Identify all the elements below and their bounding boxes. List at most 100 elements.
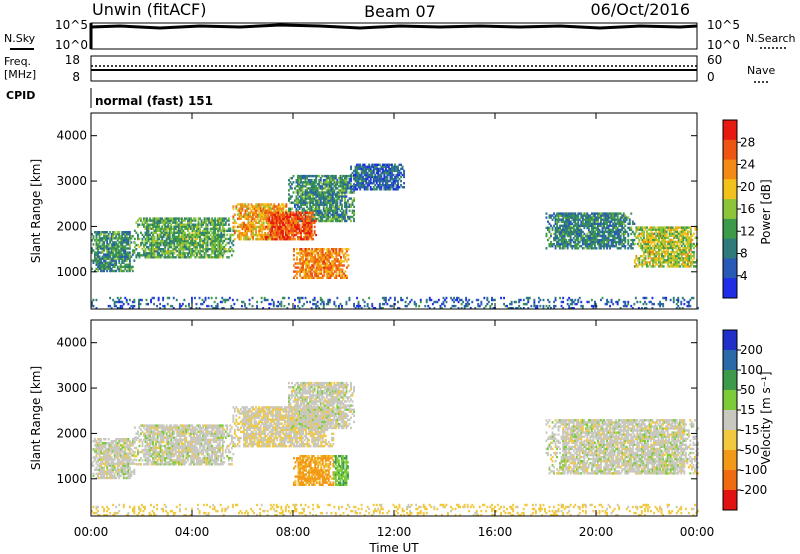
echo-cell <box>162 248 165 251</box>
echo-cell <box>262 219 265 222</box>
echo-cell <box>197 243 200 247</box>
echo-cell <box>577 212 580 215</box>
echo-cell <box>612 218 615 221</box>
echo-cell <box>296 248 298 251</box>
echo-cell <box>300 193 302 196</box>
echo-cell <box>208 235 211 239</box>
echo-cell <box>673 255 676 258</box>
echo-cell <box>658 232 660 235</box>
echo-cell <box>377 184 380 187</box>
echo-cell <box>318 179 321 182</box>
echo-cell <box>343 276 345 279</box>
echo-cell <box>313 225 316 229</box>
echo-cell <box>341 248 344 251</box>
echo-cell <box>374 167 377 171</box>
echo-cell <box>662 236 665 239</box>
echo-cell <box>377 175 380 179</box>
echo-cell <box>153 241 156 245</box>
echo-cell <box>616 240 619 244</box>
echo-cell <box>325 217 328 221</box>
echo-cell <box>316 195 319 198</box>
echo-cell <box>652 261 654 264</box>
echo-cell <box>366 177 369 181</box>
echo-cell <box>342 179 345 182</box>
echo-cell <box>371 188 374 191</box>
echo-cell <box>215 254 218 257</box>
echo-cell <box>280 221 283 225</box>
echo-cell <box>577 230 580 234</box>
echo-cell <box>333 248 336 251</box>
echo-cell <box>568 226 571 230</box>
echo-cell <box>655 261 657 264</box>
echo-cell <box>131 235 134 238</box>
echo-cell <box>244 223 247 227</box>
echo-cell <box>339 174 342 178</box>
echo-cell <box>594 232 596 236</box>
echo-cell <box>303 209 305 212</box>
echo-cell <box>580 220 583 223</box>
echo-cell <box>203 254 206 257</box>
echo-cell <box>354 169 357 173</box>
echo-cell <box>600 247 602 250</box>
echo-cell <box>97 239 99 242</box>
echo-cell <box>240 238 242 241</box>
echo-cell <box>203 217 206 220</box>
echo-cell <box>327 181 330 184</box>
echo-cell <box>327 266 330 269</box>
echo-cell <box>550 214 552 217</box>
echo-cell <box>138 245 141 249</box>
echo-cell <box>303 191 305 194</box>
echo-cell <box>668 255 671 258</box>
echo-cell <box>330 270 333 273</box>
echo-cell <box>284 227 287 231</box>
echo-cell <box>118 265 121 269</box>
echo-cell <box>220 229 223 232</box>
echo-cell <box>318 262 321 265</box>
echo-cell <box>671 240 674 244</box>
echo-cell <box>171 221 174 224</box>
echo-cell <box>324 209 327 212</box>
echo-cell <box>252 207 254 210</box>
echo-cell <box>238 238 241 241</box>
echo-cell <box>215 219 218 222</box>
echo-cell <box>211 252 214 255</box>
echo-cell <box>600 218 602 221</box>
echo-cell <box>618 222 621 225</box>
echo-cell <box>121 269 124 273</box>
echo-cell <box>674 228 677 231</box>
echo-cell <box>315 201 318 204</box>
echo-cell <box>313 229 316 233</box>
echo-cell <box>100 245 102 248</box>
echo-cell <box>321 260 324 263</box>
echo-cell <box>378 169 381 173</box>
echo-cell <box>631 238 634 242</box>
echo-cell <box>106 267 109 271</box>
echo-cell <box>597 224 599 227</box>
echo-cell <box>177 243 180 247</box>
echo-cell <box>586 243 589 246</box>
echo-cell <box>146 235 148 239</box>
echo-cell <box>247 227 250 231</box>
echo-cell <box>271 233 274 237</box>
echo-cell <box>271 229 274 233</box>
echo-cell <box>92 261 95 264</box>
echo-cell <box>209 248 212 251</box>
echo-cell <box>682 248 685 252</box>
echo-cell <box>652 253 654 256</box>
echo-cell <box>315 181 318 184</box>
echo-cell <box>101 251 104 254</box>
echo-cell <box>575 228 578 232</box>
echo-cell <box>100 231 102 234</box>
echo-cell <box>98 231 101 234</box>
echo-cell <box>333 260 336 263</box>
echo-cell <box>95 253 98 256</box>
echo-cell <box>366 171 369 175</box>
echo-cell <box>575 230 578 234</box>
echo-cell <box>321 191 324 194</box>
echo-cell <box>305 254 307 257</box>
echo-cell <box>300 252 303 255</box>
echo-cell <box>545 212 548 215</box>
echo-cell <box>604 234 607 238</box>
echo-cell <box>118 267 121 271</box>
echo-cell <box>673 228 676 231</box>
